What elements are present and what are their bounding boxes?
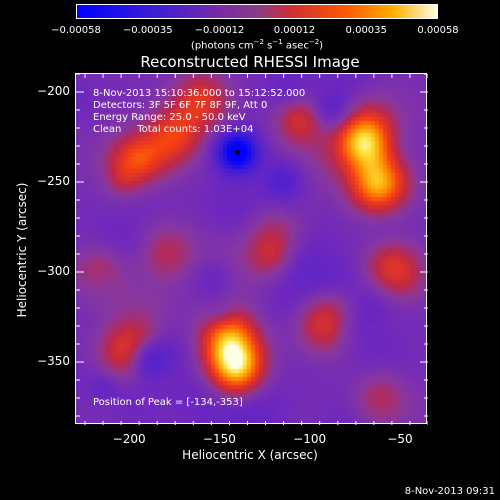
y-tick-label: −300 [37,264,70,278]
x-tick-label: −50 [387,432,413,446]
clean-counts-annotation: Clean Total counts: 1.03E+04 [93,124,254,135]
colorbar-tick-label: 0.00012 [273,25,316,36]
colorbar-tick-label: 0.00035 [345,25,387,36]
colorbar-unit: (photons cm−2 s−1 asec−2) [190,38,324,52]
x-tick-label: −150 [202,432,236,446]
colorbar-tick-label: −0.00058 [51,25,101,36]
heatmap-canvas [75,73,427,424]
colorbar-tick-label: 0.00058 [417,25,459,36]
colorbar-tick-label: −0.00012 [194,25,245,36]
x-tick-label: −100 [293,432,327,446]
x-tick-label: −200 [112,432,146,446]
time-range-annotation: 8-Nov-2013 15:10:36.000 to 15:12:52.000 [93,88,306,99]
colorbar [76,4,438,19]
chart-title: Reconstructed RHESSI Image [140,53,360,71]
peak-position-annotation: Position of Peak = [-134,-353] [93,397,243,408]
y-tick-label: −200 [37,84,70,98]
colorbar-gradient [77,5,437,18]
heatmap-plot-area [75,73,427,424]
y-axis-label: Heliocentric Y (arcsec) [15,182,29,318]
colorbar-tick-label: −0.00035 [122,25,173,36]
y-tick-label: −350 [37,354,70,368]
energy-range-annotation: Energy Range: 25.0 - 50.0 keV [93,112,246,123]
x-axis-label: Heliocentric X (arcsec) [182,448,318,462]
footer-timestamp: 8-Nov-2013 09:31 [404,486,495,497]
y-tick-label: −250 [37,174,70,188]
detectors-annotation: Detectors: 3F 5F 6F 7F 8F 9F, Att 0 [93,100,268,111]
